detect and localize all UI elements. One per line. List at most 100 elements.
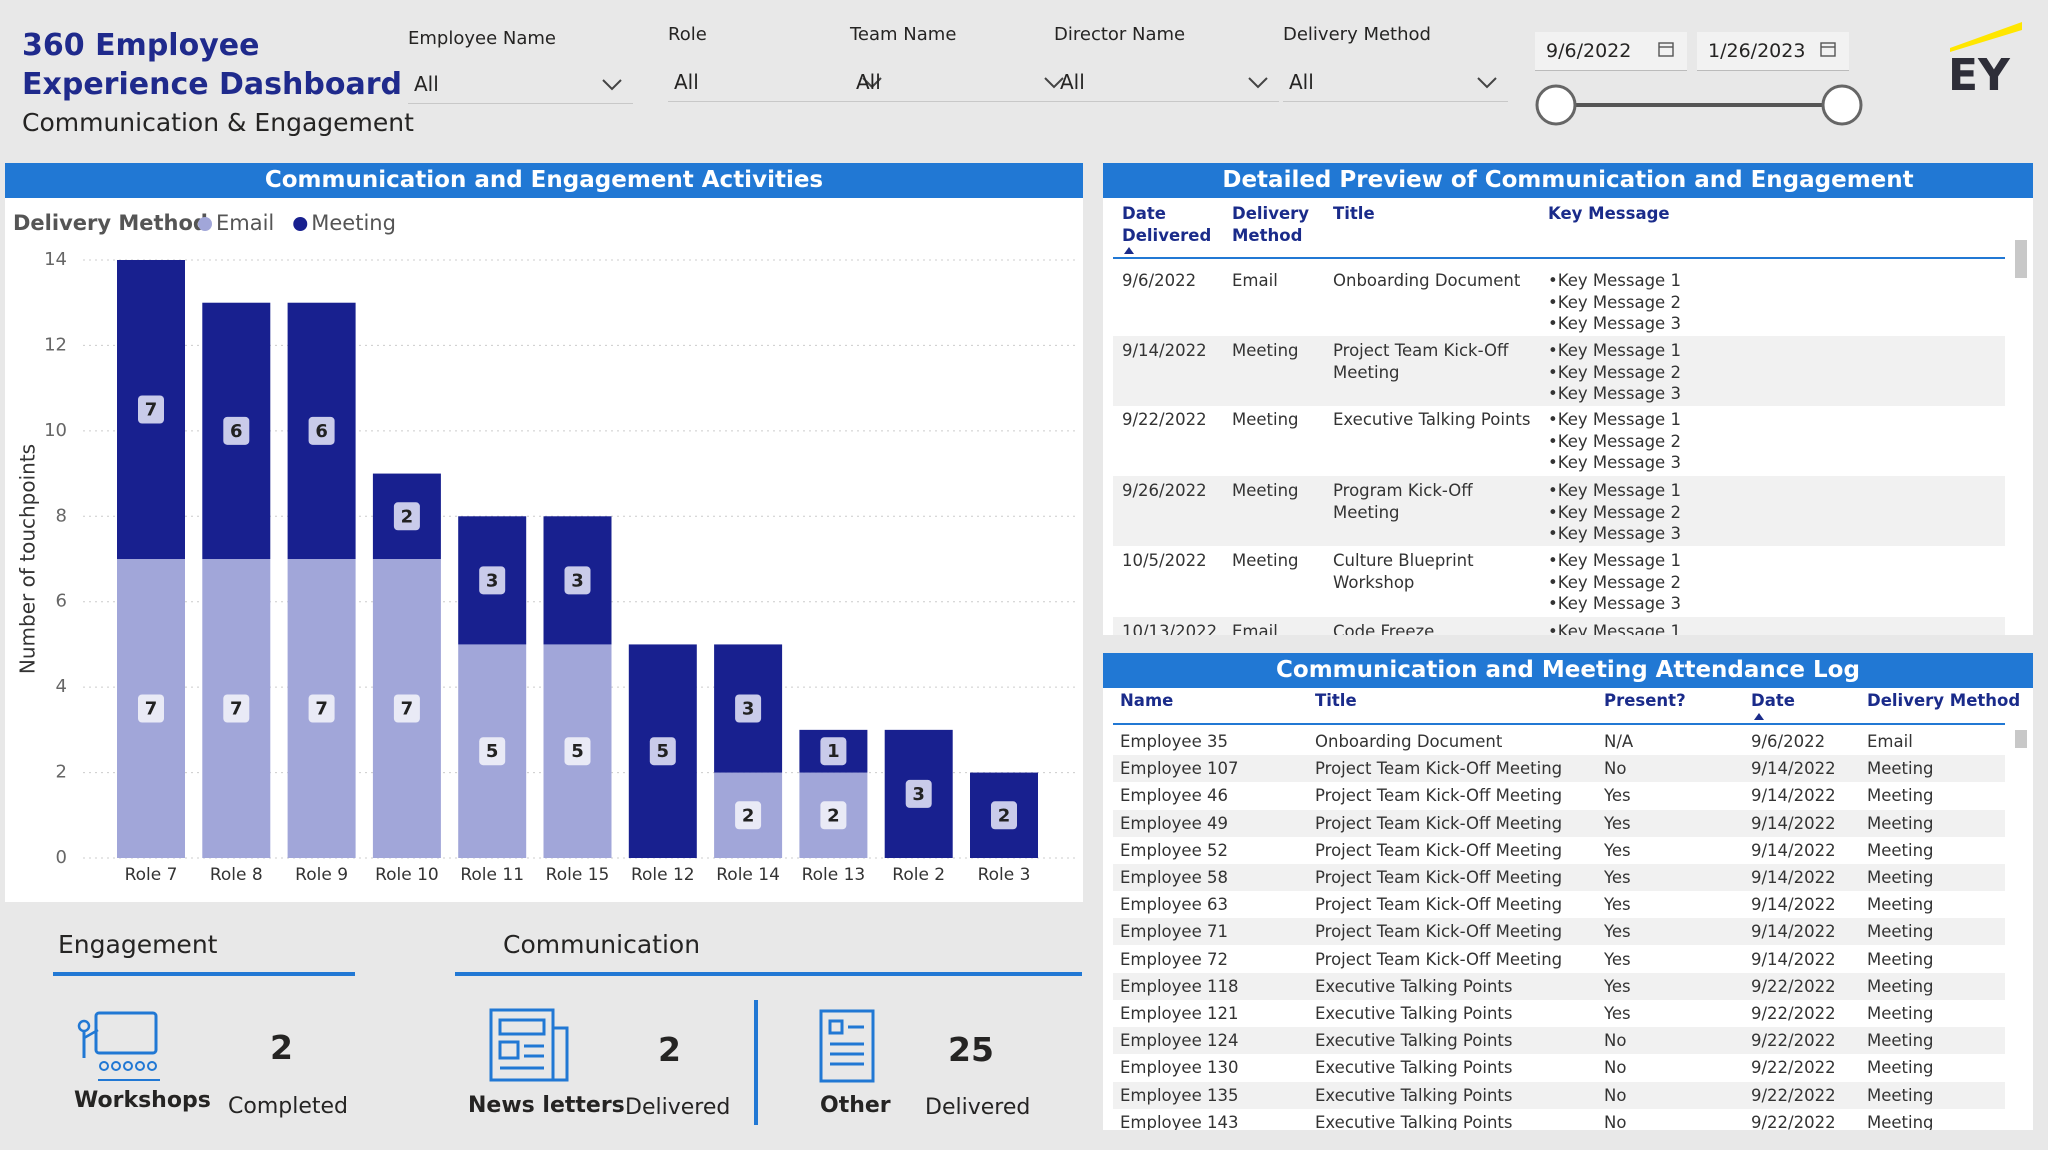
cell: Executive Talking Points (1315, 1004, 1513, 1023)
key-message: •Key Message 3 (1548, 524, 1681, 543)
cell: 9/14/2022 (1751, 949, 1836, 969)
filter-label: Director Name (1054, 24, 1186, 45)
cell: 10/5/2022 (1122, 551, 1207, 570)
data-label-bg (138, 395, 164, 424)
data-label-bg (649, 737, 676, 766)
cell: Employee 35 (1120, 732, 1228, 751)
cell: Project Team Kick-Off Meeting (1315, 786, 1563, 806)
date-slider (1535, 84, 1863, 126)
data-label-bg (564, 566, 591, 595)
y-tick-label: 6 (56, 591, 67, 612)
filter-value: All (1289, 70, 1314, 94)
start-date-input[interactable]: 9/6/2022 (1535, 32, 1687, 71)
filter-label: Employee Name (408, 28, 556, 49)
data-label: 3 (742, 699, 755, 720)
cell: 9/14/2022 (1751, 813, 1836, 833)
cell: Program Kick-Off Meeting (1333, 481, 1473, 522)
cell: Yes (1604, 949, 1631, 969)
cell: 9/14/2022 (1751, 868, 1836, 887)
header-rule (1113, 723, 2005, 725)
row-band (1113, 918, 2005, 946)
scrollbar[interactable] (2015, 730, 2027, 748)
filter-dropdown[interactable]: All (408, 64, 633, 104)
document-icon (819, 1009, 875, 1083)
cell: Meeting (1867, 1058, 1934, 1078)
filter-dropdown[interactable]: All (1054, 62, 1279, 102)
chevron (602, 79, 622, 91)
filter-dropdown[interactable]: All (668, 62, 893, 102)
cell: 9/14/2022 (1751, 840, 1836, 860)
scrollbar[interactable] (2015, 240, 2027, 278)
x-tick-label: Role 14 (716, 865, 780, 885)
y-tick-label: 0 (56, 847, 67, 868)
cell: Project Team Kick-Off Meeting (1315, 922, 1563, 942)
key-message: •Key Message 1 (1548, 271, 1681, 290)
key-message: •Key Message 2 (1548, 502, 1681, 522)
cell: Meeting (1867, 976, 1934, 996)
kpi-heading: Engagement (58, 930, 218, 959)
cell: Yes (1604, 976, 1631, 996)
x-tick-label: Role 13 (802, 865, 866, 885)
y-tick-label: 8 (56, 505, 67, 526)
cell: Employee 49 (1120, 813, 1228, 833)
workshop-icon (77, 1011, 160, 1081)
cell: Email (1232, 271, 1278, 290)
cell: 9/22/2022 (1751, 1085, 1836, 1105)
filter-label: Role (668, 24, 707, 45)
end-date: 1/26/2023 (1708, 40, 1806, 62)
chart: Delivery Method Email Meeting Number of tou… (13, 211, 1077, 885)
x-tick-label: Role 8 (210, 865, 263, 885)
data-label: 7 (145, 699, 158, 720)
slider-handle[interactable] (1821, 84, 1863, 126)
sort-indicator (1124, 247, 1134, 254)
data-label-bg (393, 694, 420, 723)
cell: No (1604, 759, 1627, 779)
cell: Project Team Kick-Off Meeting (1315, 813, 1563, 833)
key-message: •Key Message 2 (1548, 362, 1681, 382)
key-message: •Key Message 1 (1548, 410, 1681, 429)
heading-underline (53, 972, 355, 976)
kpi-label: News letters (468, 1093, 625, 1118)
kpi-label: Other (820, 1093, 891, 1118)
cell: Employee 58 (1120, 868, 1228, 887)
x-tick-label: Role 3 (978, 865, 1031, 885)
kpi-status: Delivered (625, 1095, 731, 1120)
cell: Yes (1604, 895, 1631, 915)
legend-label: Email (216, 211, 274, 235)
x-tick-label: Role 9 (295, 865, 348, 885)
cell: 9/22/2022 (1751, 1004, 1836, 1023)
slider-handle[interactable] (1535, 84, 1577, 126)
x-tick-label: Role 2 (892, 865, 945, 885)
x-tick-label: Role 15 (546, 865, 610, 885)
heading-underline (455, 972, 1082, 976)
cell: Yes (1604, 1004, 1631, 1023)
cell: 9/14/2022 (1122, 341, 1207, 360)
data-label: 6 (230, 421, 243, 442)
x-tick-label: Role 7 (125, 865, 178, 885)
chevron-path (1477, 77, 1497, 89)
column-header: Date (1751, 691, 1795, 710)
row-band (1113, 972, 2005, 1000)
cell: 9/22/2022 (1751, 976, 1836, 996)
kpi-status: Completed (228, 1094, 348, 1119)
cell: Culture Blueprint Workshop (1333, 551, 1474, 592)
cell: 9/22/2022 (1751, 1058, 1836, 1078)
cell: 9/22/2022 (1122, 410, 1207, 429)
column-header: Key Message (1548, 204, 1670, 223)
end-date-input[interactable]: 1/26/2023 (1697, 32, 1849, 71)
cell: No (1604, 1058, 1627, 1078)
data-label: 5 (657, 741, 670, 762)
filter-dropdown[interactable]: All (850, 62, 1075, 102)
filter-dropdown[interactable]: All (1283, 62, 1508, 102)
cell: 9/26/2022 (1122, 481, 1207, 500)
cell: Meeting (1867, 949, 1934, 969)
key-message: •Key Message 1 (1548, 341, 1681, 360)
row-band (1113, 617, 2005, 635)
column-header: Delivery Method (1867, 691, 2021, 710)
cell: Email (1232, 622, 1278, 635)
data-label: 2 (742, 805, 755, 826)
column-header: Title (1315, 691, 1357, 710)
filter-value: All (856, 70, 881, 94)
data-label: 5 (571, 741, 584, 762)
x-tick-label: Role 11 (460, 865, 524, 885)
